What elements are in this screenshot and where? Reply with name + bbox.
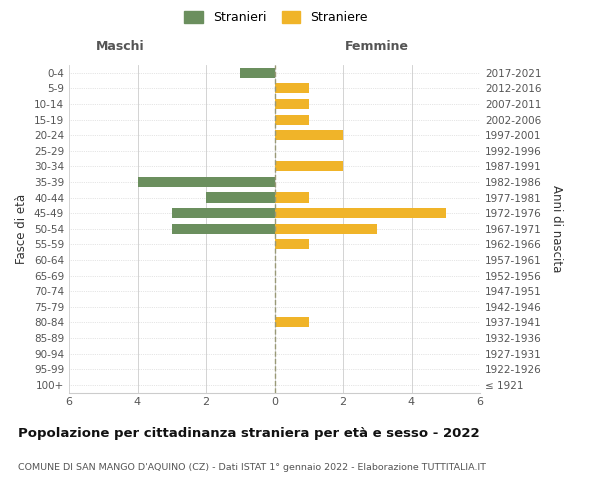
Bar bbox=[240, 68, 275, 78]
Bar bbox=[275, 240, 309, 250]
Bar bbox=[275, 318, 309, 328]
Bar bbox=[137, 177, 275, 187]
Bar bbox=[172, 224, 275, 234]
Text: Popolazione per cittadinanza straniera per età e sesso - 2022: Popolazione per cittadinanza straniera p… bbox=[18, 428, 479, 440]
Bar bbox=[275, 114, 309, 124]
Bar bbox=[275, 162, 343, 172]
Y-axis label: Fasce di età: Fasce di età bbox=[16, 194, 28, 264]
Text: Femmine: Femmine bbox=[345, 40, 409, 52]
Bar bbox=[172, 208, 275, 218]
Bar bbox=[275, 130, 343, 140]
Text: COMUNE DI SAN MANGO D'AQUINO (CZ) - Dati ISTAT 1° gennaio 2022 - Elaborazione TU: COMUNE DI SAN MANGO D'AQUINO (CZ) - Dati… bbox=[18, 462, 486, 471]
Y-axis label: Anni di nascita: Anni di nascita bbox=[550, 185, 563, 272]
Bar bbox=[275, 84, 309, 94]
Bar bbox=[206, 192, 275, 202]
Bar bbox=[275, 192, 309, 202]
Bar bbox=[275, 99, 309, 109]
Legend: Stranieri, Straniere: Stranieri, Straniere bbox=[179, 6, 373, 29]
Bar bbox=[275, 224, 377, 234]
Text: Maschi: Maschi bbox=[96, 40, 145, 52]
Bar bbox=[275, 208, 446, 218]
